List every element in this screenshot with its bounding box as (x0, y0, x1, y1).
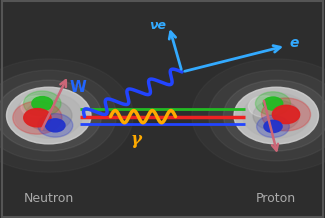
Circle shape (242, 93, 310, 138)
Circle shape (24, 109, 51, 127)
Circle shape (253, 100, 300, 131)
Circle shape (263, 97, 283, 110)
Circle shape (0, 70, 116, 161)
Circle shape (264, 120, 282, 133)
Circle shape (248, 96, 280, 117)
Circle shape (192, 59, 325, 172)
Circle shape (261, 98, 311, 131)
Circle shape (257, 116, 289, 137)
Circle shape (38, 114, 73, 137)
Circle shape (0, 59, 133, 172)
Circle shape (272, 105, 300, 124)
Text: Neutron: Neutron (24, 192, 74, 205)
Circle shape (0, 80, 101, 151)
Circle shape (234, 87, 318, 144)
Circle shape (25, 100, 72, 131)
Circle shape (6, 87, 91, 144)
Circle shape (13, 101, 62, 134)
Text: Proton: Proton (256, 192, 296, 205)
Circle shape (21, 96, 53, 117)
Circle shape (209, 70, 325, 161)
Text: e: e (290, 36, 299, 50)
Circle shape (224, 80, 325, 151)
Circle shape (32, 97, 53, 111)
Text: νe: νe (149, 19, 166, 32)
Text: γ: γ (131, 131, 142, 148)
Circle shape (23, 91, 61, 116)
Circle shape (15, 93, 83, 138)
Circle shape (255, 92, 291, 115)
Text: W: W (70, 80, 86, 95)
Circle shape (46, 119, 65, 132)
